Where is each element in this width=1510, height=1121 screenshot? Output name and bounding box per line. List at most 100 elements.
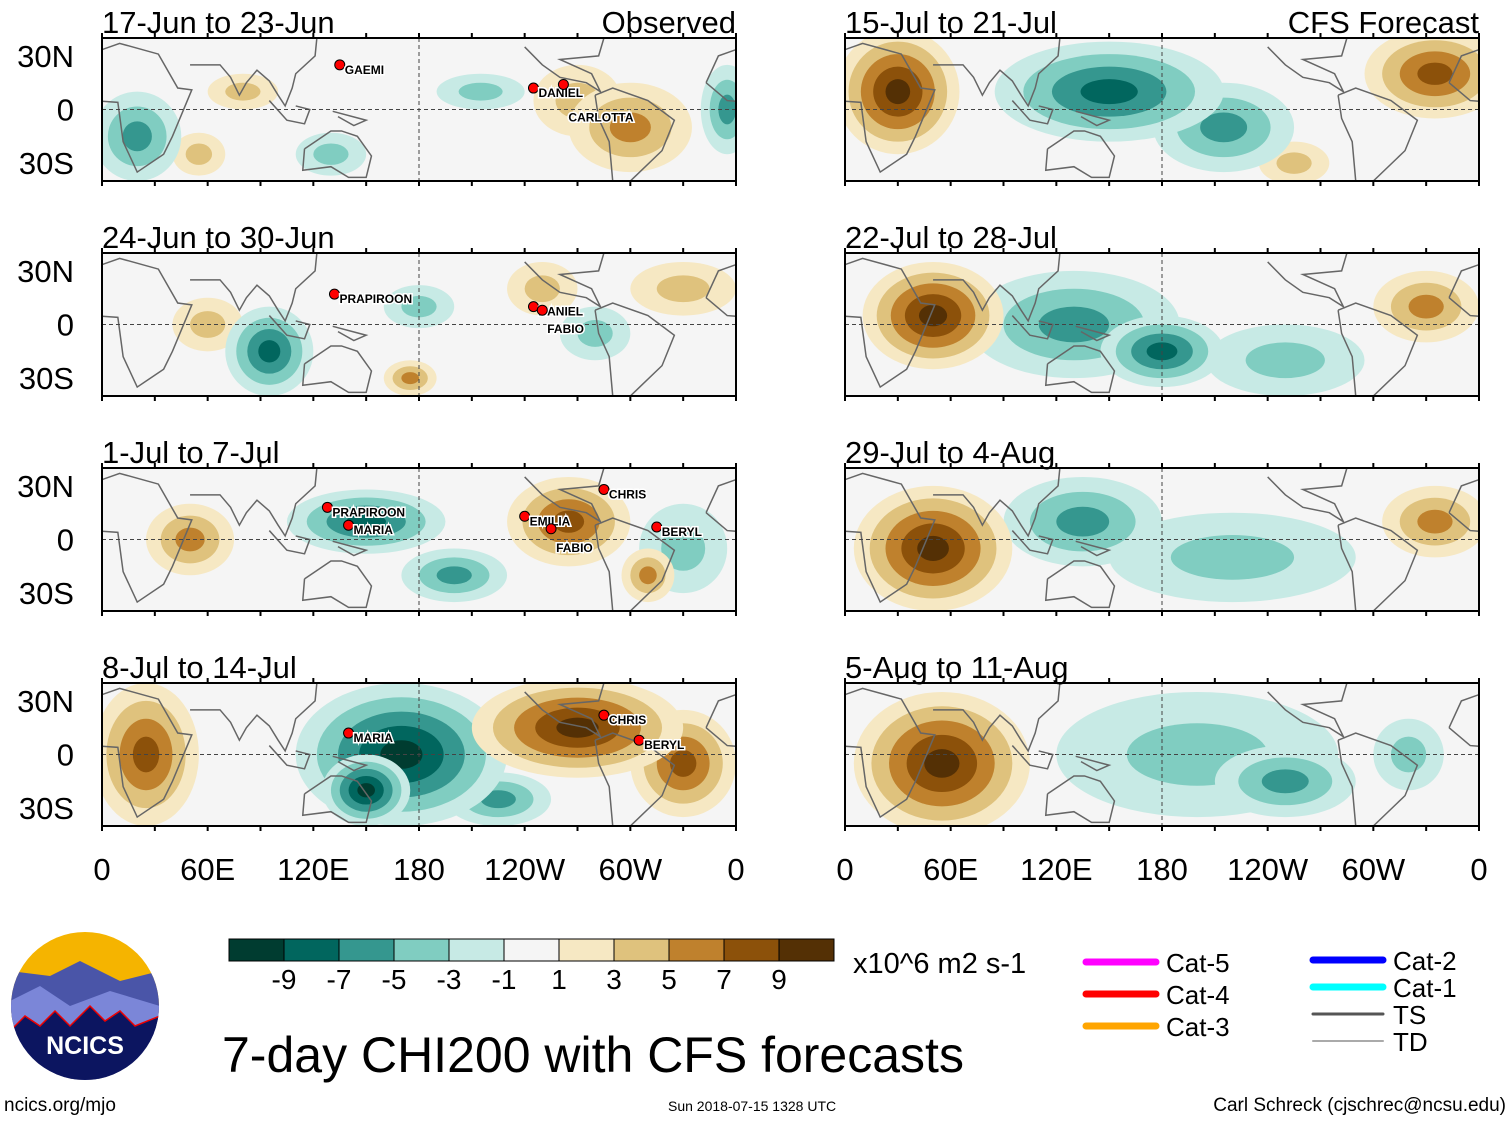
anomaly-contour xyxy=(436,566,472,585)
lat-label: 0 xyxy=(57,308,74,343)
colorbar-label: 7 xyxy=(716,964,732,995)
lat-label: 30N xyxy=(17,254,74,289)
panel-period-title: 5-Aug to 11-Aug xyxy=(845,650,1068,685)
storm-label: FABIO xyxy=(547,322,584,336)
ncics-logo: NCICS xyxy=(11,932,159,1080)
hurricane-icon xyxy=(527,82,539,94)
lat-label: 0 xyxy=(57,93,74,128)
anomaly-contour xyxy=(1056,506,1110,537)
coastline xyxy=(190,253,318,323)
lon-label: 0 xyxy=(1470,852,1487,887)
anomaly-contour xyxy=(669,750,697,777)
timestamp: Sun 2018-07-15 1328 UTC xyxy=(668,1098,837,1114)
legend-label: Cat-2 xyxy=(1393,946,1457,976)
coastline xyxy=(102,472,193,604)
lon-label: 120W xyxy=(1227,852,1309,887)
colorbar-swatch xyxy=(283,938,340,962)
colorbar-swatch xyxy=(338,938,395,962)
colorbar-label: 5 xyxy=(661,964,677,995)
coastline xyxy=(1267,683,1348,739)
colorbar: -9 -7 -5 -3 -1 1 3 5 7 9 xyxy=(228,938,835,995)
lon-label: 60W xyxy=(1341,852,1405,887)
colorbar-label: -1 xyxy=(492,964,517,995)
storm-label: EMILIA xyxy=(530,514,571,528)
coastline xyxy=(301,775,373,824)
legend-label: Cat-4 xyxy=(1166,980,1230,1010)
colorbar-swatch xyxy=(613,938,670,962)
anomaly-contour xyxy=(122,121,152,152)
site-link[interactable]: ncics.org/mjo xyxy=(4,1095,116,1116)
colorbar-swatch xyxy=(778,938,835,962)
lon-label: 60W xyxy=(598,852,662,887)
storm-label: DANIEL xyxy=(538,86,583,100)
storm-label: CHRIS xyxy=(609,713,646,727)
hurricane-icon xyxy=(651,521,663,533)
coastline xyxy=(268,745,311,770)
coastline xyxy=(1075,110,1112,127)
storm-label: PRAPIROON xyxy=(339,292,412,306)
colorbar-swatch xyxy=(228,938,285,962)
map-panel: GAEMI DANIEL CARLOTTA 17-Jun to 23-Jun Obser… xyxy=(17,5,737,186)
lat-label: 30N xyxy=(17,684,74,719)
anomaly-contour xyxy=(258,340,281,363)
coastline xyxy=(1267,253,1348,309)
hurricane-icon xyxy=(633,734,645,746)
panel-content: MARIA CHRIS BERYL xyxy=(102,683,736,826)
anomaly-contour xyxy=(313,143,349,165)
anomaly-contour xyxy=(577,320,613,347)
colorbar-swatch xyxy=(503,938,560,962)
map-panel: PRAPIROON DANIEL FABIO 24-Jun to 30-Jun 30N 0… xyxy=(17,220,737,401)
hurricane-icon xyxy=(328,288,340,300)
coastline xyxy=(933,468,1061,538)
coastline xyxy=(1267,38,1348,94)
lat-label: 30S xyxy=(19,361,74,396)
panel-header: CFS Forecast xyxy=(1288,5,1480,40)
storm-label: DANIEL xyxy=(538,305,583,319)
coastline xyxy=(332,325,369,342)
hurricane-icon xyxy=(343,727,355,739)
colorbar-label: 1 xyxy=(551,964,567,995)
panel-period-title: 17-Jun to 23-Jun xyxy=(102,5,335,40)
legend-label: Cat-5 xyxy=(1166,948,1230,978)
lat-label: 0 xyxy=(57,738,74,773)
coastline xyxy=(524,38,605,94)
lon-label: 60E xyxy=(923,852,978,887)
coastline xyxy=(594,87,676,181)
anomaly-contour xyxy=(1200,112,1248,143)
colorbar-label: -7 xyxy=(327,964,352,995)
coastline xyxy=(933,38,1061,108)
coastline xyxy=(594,732,676,826)
colorbar-swatch xyxy=(723,938,780,962)
hurricane-icon xyxy=(557,78,569,90)
hurricane-icon xyxy=(519,510,531,522)
legend-label: Cat-3 xyxy=(1166,1012,1230,1042)
lat-label: 0 xyxy=(57,523,74,558)
map-panel: 22-Jul to 28-Jul xyxy=(844,220,1480,401)
anomaly-contour xyxy=(458,82,503,101)
anomaly-contour xyxy=(1080,79,1138,105)
colorbar-swatch xyxy=(393,938,450,962)
coastline xyxy=(594,302,676,396)
colorbar-label: -9 xyxy=(272,964,297,995)
anomaly-contour xyxy=(1417,62,1453,85)
anomaly-contour xyxy=(185,143,213,165)
panel-content xyxy=(845,38,1479,181)
hurricane-icon xyxy=(598,709,610,721)
panel-period-title: 1-Jul to 7-Jul xyxy=(102,435,279,470)
panel-content: CHRIS PRAPIROON MARIA EMILIA FABIO BERYL xyxy=(102,468,736,611)
coastline xyxy=(1337,517,1419,611)
colorbar-swatch xyxy=(558,938,615,962)
legend-label: TD xyxy=(1393,1027,1428,1057)
coastline xyxy=(301,130,373,179)
lon-label: 180 xyxy=(393,852,445,887)
anomaly-contour xyxy=(639,566,657,585)
hurricane-icon xyxy=(536,304,548,316)
lon-label: 0 xyxy=(727,852,744,887)
anomaly-contour xyxy=(1038,306,1110,343)
storm-label: CARLOTTA xyxy=(568,110,633,124)
coastline xyxy=(190,468,318,538)
coastline xyxy=(524,468,605,524)
coastline xyxy=(332,110,369,127)
hurricane-icon xyxy=(545,523,557,535)
